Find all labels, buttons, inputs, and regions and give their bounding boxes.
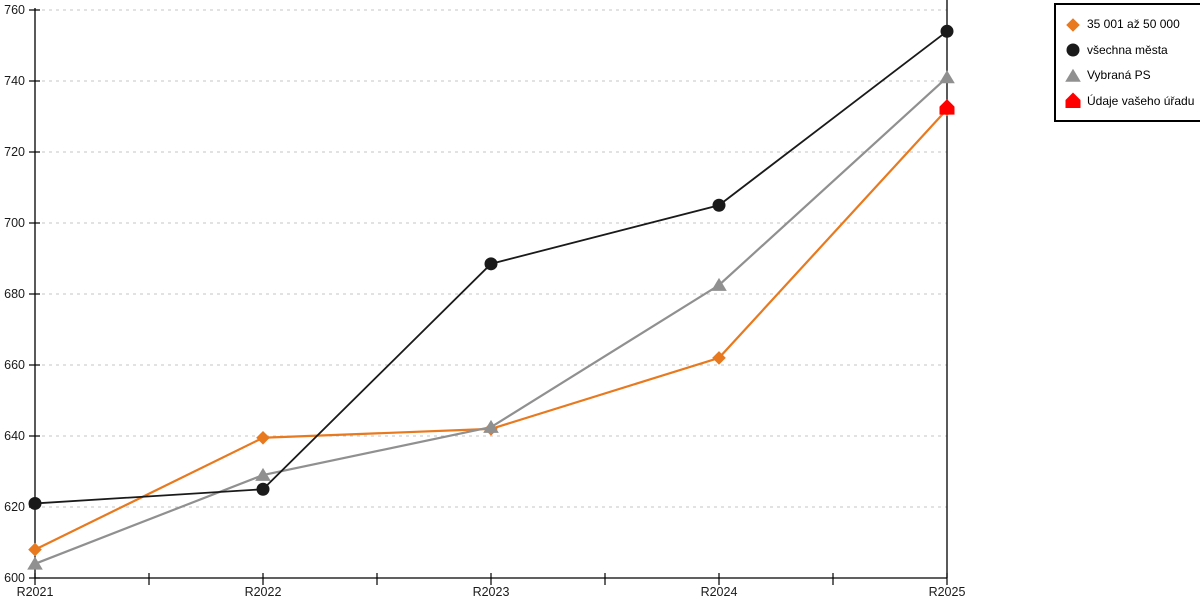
legend-label: všechna města (1087, 42, 1168, 57)
series-line (34, 108, 948, 551)
legend-item: Vybraná PS (1065, 63, 1195, 87)
circle-data-point (1066, 43, 1080, 57)
circle-data-point (28, 496, 42, 510)
y-tick-label: 700 (4, 216, 25, 230)
circle-data-point (256, 482, 270, 496)
circle-data-point (484, 257, 498, 271)
triangle-data-point (483, 419, 499, 433)
triangle-data-point (711, 277, 727, 291)
triangle-data-point (939, 70, 955, 84)
y-tick-label: 640 (4, 429, 25, 443)
diamond-marker-icon (1066, 17, 1080, 32)
x-tick-label: R2022 (245, 585, 282, 599)
x-tick-label: R2024 (701, 585, 738, 599)
y-tick-label: 740 (4, 74, 25, 88)
legend-label: Vybraná PS (1087, 68, 1151, 83)
legend-item: Údaje vašeho úřadu (1065, 89, 1195, 113)
triangle-marker-icon (1065, 68, 1081, 82)
x-tick-label: R2021 (17, 585, 54, 599)
series-circle (28, 24, 954, 510)
legend-label: 35 001 až 50 000 (1087, 17, 1180, 31)
circle-marker-icon (1066, 43, 1080, 57)
diamond-data-point (256, 430, 270, 445)
chart-legend: 35 001 až 50 000 všechna města Vybraná PS Ú… (1054, 3, 1200, 122)
x-tick-label: R2023 (473, 585, 510, 599)
y-tick-label: 600 (4, 571, 25, 585)
triangle-data-point (1065, 68, 1081, 82)
y-tick-label: 620 (4, 500, 25, 514)
diamond-data-point (28, 542, 42, 557)
legend-item: všechna města (1065, 38, 1195, 62)
y-tick-label: 660 (4, 358, 25, 372)
series-pentagon (939, 99, 955, 115)
y-tick-label: 760 (4, 3, 25, 17)
series-diamond (28, 102, 954, 557)
legend-label: Údaje vašeho úřadu (1087, 93, 1195, 108)
y-tick-label: 720 (4, 145, 25, 159)
pentagon-data-point (1065, 92, 1081, 109)
pentagon-marker-icon (1065, 92, 1081, 109)
diamond-data-point (1066, 17, 1080, 32)
x-tick-label: R2025 (929, 585, 966, 599)
triangle-data-point (255, 467, 271, 481)
circle-data-point (940, 24, 954, 38)
series-triangle (27, 70, 955, 570)
triangle-data-point (27, 556, 43, 570)
circle-data-point (712, 198, 726, 212)
series-line (34, 76, 948, 565)
pentagon-data-point (939, 99, 955, 115)
diamond-data-point (712, 351, 726, 365)
y-tick-label: 680 (4, 287, 25, 301)
legend-item: 35 001 až 50 000 (1065, 12, 1195, 36)
